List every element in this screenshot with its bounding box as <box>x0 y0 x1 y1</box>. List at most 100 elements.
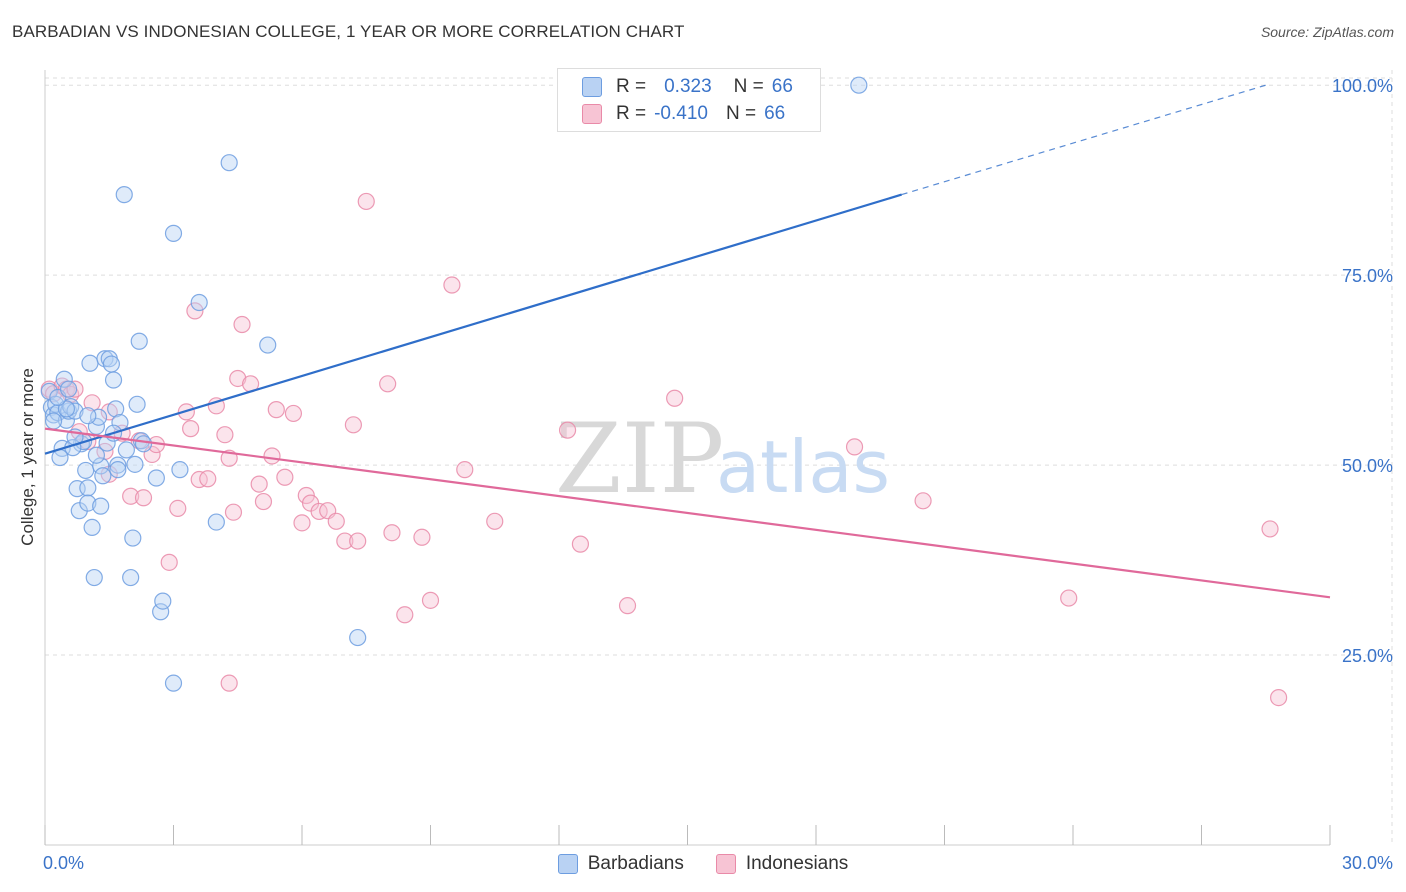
barbadian-point <box>79 407 97 425</box>
indonesian-point <box>160 553 178 571</box>
chart-title: BARBADIAN VS INDONESIAN COLLEGE, 1 YEAR … <box>12 22 685 41</box>
y-tick-label: 100.0% <box>1332 76 1393 96</box>
x-tick-label-max: 30.0% <box>1342 853 1393 873</box>
r-label: R = <box>616 103 647 124</box>
indonesian-point <box>1269 688 1288 707</box>
barbadian-point <box>171 461 189 479</box>
indonesians-swatch <box>582 104 602 124</box>
indonesian-point <box>486 512 504 530</box>
barbadian-point <box>850 76 868 94</box>
barbadians-swatch <box>582 77 602 97</box>
y-tick-label: 75.0% <box>1342 266 1393 286</box>
barbadian-point <box>104 371 123 389</box>
indonesian-point <box>421 591 440 609</box>
barbadian-point <box>59 380 78 398</box>
legend-row-barbadians: R = 0.323 N = 66 <box>582 75 793 99</box>
barbadian-point <box>122 568 140 587</box>
indonesian-point <box>284 404 303 423</box>
n-label: N = <box>725 103 757 124</box>
series-legend: Barbadians Indonesians <box>0 850 1406 878</box>
axes <box>44 70 1331 846</box>
barbadian-point <box>152 603 170 621</box>
indonesian-point <box>276 468 294 486</box>
barbadian-point <box>349 628 367 647</box>
indonesian-point <box>207 397 225 415</box>
indonesian-point <box>845 438 864 456</box>
n-value: 66 <box>771 76 793 97</box>
indonesian-point <box>336 532 354 550</box>
indonesian-point <box>456 461 474 479</box>
watermark-zip: ZIP <box>555 403 724 515</box>
barbadian-point <box>117 441 135 459</box>
indonesians-points <box>40 192 1288 707</box>
indonesian-point <box>310 502 328 521</box>
legend-item-barbadians[interactable]: Barbadians <box>557 853 684 875</box>
indonesian-point <box>190 470 208 489</box>
r-value: 0.323 <box>664 76 712 97</box>
legend-row-indonesians: R = -0.410 N = 66 <box>582 102 785 126</box>
r-label: R = <box>616 76 647 97</box>
barbadian-point <box>102 355 120 373</box>
grid-lines <box>45 70 1393 845</box>
r-value: -0.410 <box>654 103 708 124</box>
indonesian-point <box>250 475 268 493</box>
barbadian-point <box>77 461 95 480</box>
barbadian-point <box>134 435 153 453</box>
indonesians-swatch <box>715 854 736 874</box>
barbadian-point <box>87 446 106 464</box>
indonesians-trend-line <box>44 427 1331 599</box>
indonesian-point <box>186 302 204 320</box>
barbadian-point <box>190 293 208 312</box>
indonesian-point <box>134 489 153 507</box>
barbadian-point <box>89 408 108 426</box>
indonesian-point <box>914 492 932 510</box>
y-axis-label: College, 1 year or more <box>18 368 37 546</box>
indonesian-point <box>199 470 217 488</box>
indonesian-point <box>349 532 367 550</box>
x-tick-label-min: 0.0% <box>43 853 84 873</box>
indonesian-point <box>220 674 238 692</box>
barbadian-point <box>154 592 172 610</box>
indonesian-point <box>379 375 397 393</box>
barbadian-point <box>147 469 165 487</box>
barbadian-point <box>164 674 183 692</box>
barbadian-point <box>92 497 110 515</box>
indonesian-point <box>216 426 234 444</box>
barbadian-point <box>130 332 148 350</box>
legend-item-indonesians[interactable]: Indonesians <box>715 853 848 875</box>
barbadian-point <box>79 494 97 512</box>
trend-lines <box>44 84 1331 599</box>
indonesian-point <box>267 401 285 419</box>
indonesian-point <box>1261 520 1279 538</box>
indonesian-point <box>122 487 140 505</box>
indonesian-point <box>224 503 243 521</box>
tick-labels: 25.0% 50.0% 75.0% 100.0% 0.0% 30.0% <box>43 76 1393 873</box>
indonesian-point <box>558 421 577 439</box>
indonesian-point <box>229 369 247 388</box>
barbadians-swatch <box>557 854 578 874</box>
barbadian-point <box>85 568 103 587</box>
barbadian-point <box>94 467 112 485</box>
barbadian-point <box>83 518 101 537</box>
indonesian-point <box>293 514 311 532</box>
indonesian-point <box>357 192 375 211</box>
legend-label-barbadians: Barbadians <box>587 853 684 874</box>
indonesian-point <box>1060 589 1078 607</box>
indonesian-point <box>344 416 362 434</box>
barbadian-point <box>109 461 127 479</box>
indonesian-point <box>571 535 590 553</box>
indonesian-point <box>254 492 273 511</box>
barbadians-trend-extension <box>901 84 1266 196</box>
barbadian-point <box>126 455 144 473</box>
barbadians-points <box>40 76 868 692</box>
barbadians-trend-line <box>44 193 902 455</box>
indonesian-point <box>443 276 461 294</box>
barbadian-point <box>44 412 63 430</box>
barbadian-point <box>128 395 146 413</box>
barbadian-point <box>57 400 76 418</box>
watermark-atlas: atlas <box>716 425 890 509</box>
barbadian-point <box>220 154 238 172</box>
barbadian-point <box>124 529 142 547</box>
barbadian-point <box>259 336 277 354</box>
